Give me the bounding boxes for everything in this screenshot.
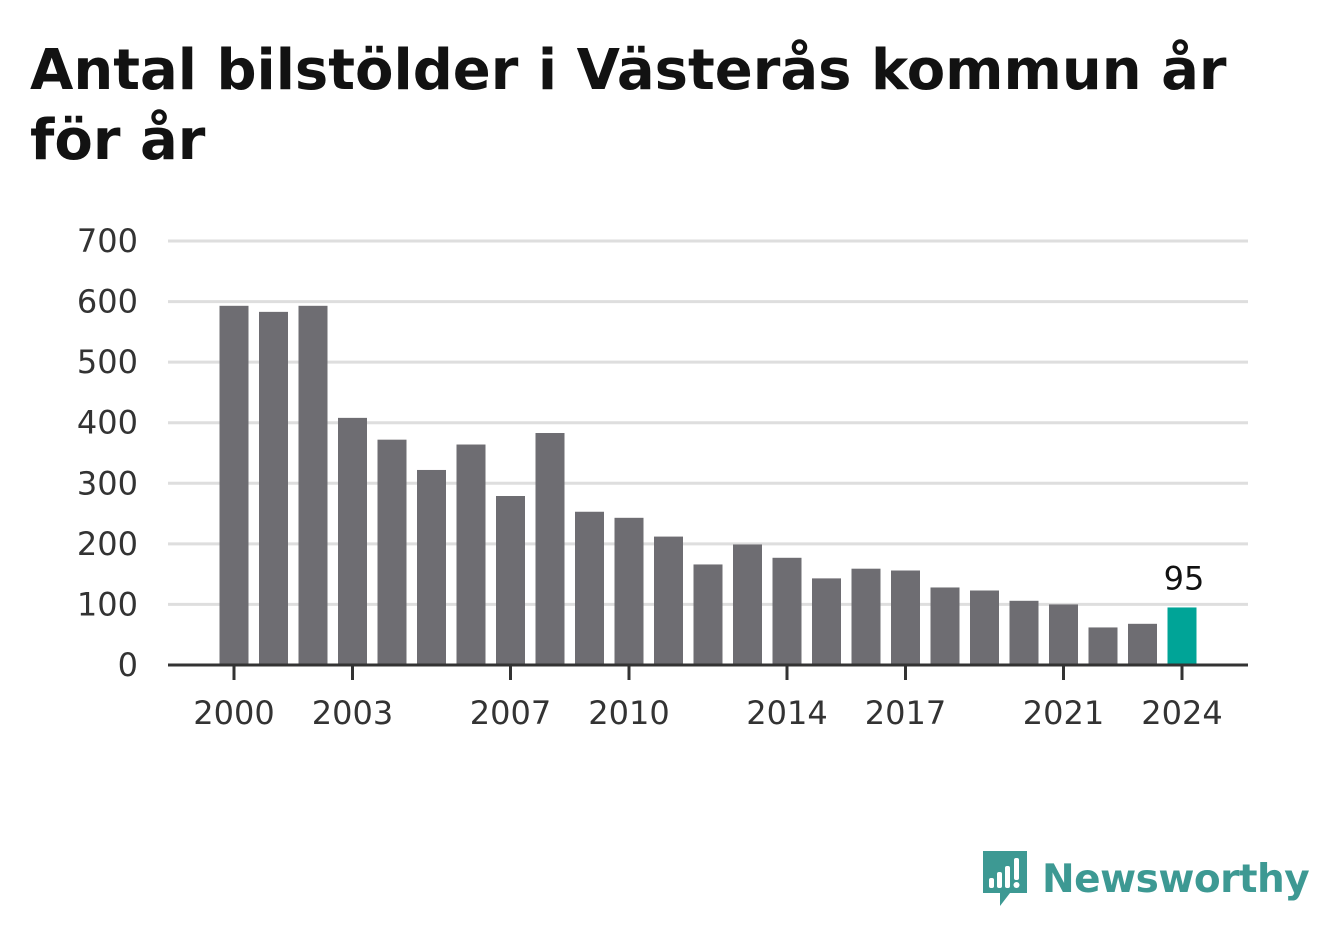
bar-2016 (851, 568, 881, 665)
bar-2002 (298, 305, 328, 665)
bar-2010 (614, 517, 644, 665)
bar-2017 (891, 570, 920, 665)
bar-2020 (1009, 600, 1039, 665)
x-tick-label: 2000 (193, 694, 274, 732)
x-tick-label: 2003 (312, 694, 393, 732)
bar-2008 (535, 433, 565, 665)
bars (219, 305, 1197, 665)
x-tick-label: 2017 (865, 694, 946, 732)
bar-2009 (575, 511, 604, 665)
bar-2011 (654, 536, 683, 665)
value-labels: 95 (1164, 559, 1205, 597)
bar-2012 (693, 564, 723, 665)
y-tick-label: 500 (77, 343, 138, 381)
brand-logo: Newsworthy (980, 848, 1310, 910)
bar-2006 (456, 444, 486, 665)
newsworthy-logo-icon (983, 851, 1027, 906)
gridlines (168, 239, 1248, 606)
bar-2018 (930, 587, 960, 665)
bar-2015 (812, 578, 841, 665)
bar-2024 (1167, 607, 1197, 665)
bar-2005 (417, 469, 446, 665)
chart-title: Antal bilstölder i Västerås kommun år fö… (30, 38, 1227, 173)
bar-2004 (377, 439, 407, 665)
x-tick-label: 2021 (1023, 694, 1104, 732)
y-tick-label: 200 (77, 525, 138, 563)
x-tick-label: 2024 (1141, 694, 1222, 732)
bar-2000 (219, 305, 249, 665)
brand-name: Newsworthy (1042, 856, 1310, 902)
bar-2023 (1128, 623, 1157, 665)
value-label-2024: 95 (1164, 559, 1205, 597)
y-axis: 0 100 200 300 400 500 600 700 (77, 222, 138, 684)
bar-2003 (338, 417, 367, 665)
x-tick-label: 2007 (470, 694, 551, 732)
x-axis: 2000 2003 2007 2010 2014 2017 2021 2024 (168, 663, 1248, 732)
bar-2014 (772, 557, 802, 665)
bar-2021 (1049, 604, 1078, 665)
bar-2007 (496, 496, 525, 665)
y-tick-label: 700 (77, 222, 138, 260)
y-tick-label: 100 (77, 585, 138, 623)
y-tick-label: 400 (77, 404, 138, 442)
y-tick-label: 300 (77, 464, 138, 502)
x-tick-label: 2010 (588, 694, 669, 732)
bar-2022 (1088, 627, 1118, 665)
y-tick-label: 600 (77, 283, 138, 321)
bar-2013 (733, 544, 762, 665)
bar-2001 (259, 311, 288, 665)
bar-2019 (970, 590, 999, 665)
x-tick-label: 2014 (746, 694, 827, 732)
y-tick-label: 0 (118, 646, 138, 684)
